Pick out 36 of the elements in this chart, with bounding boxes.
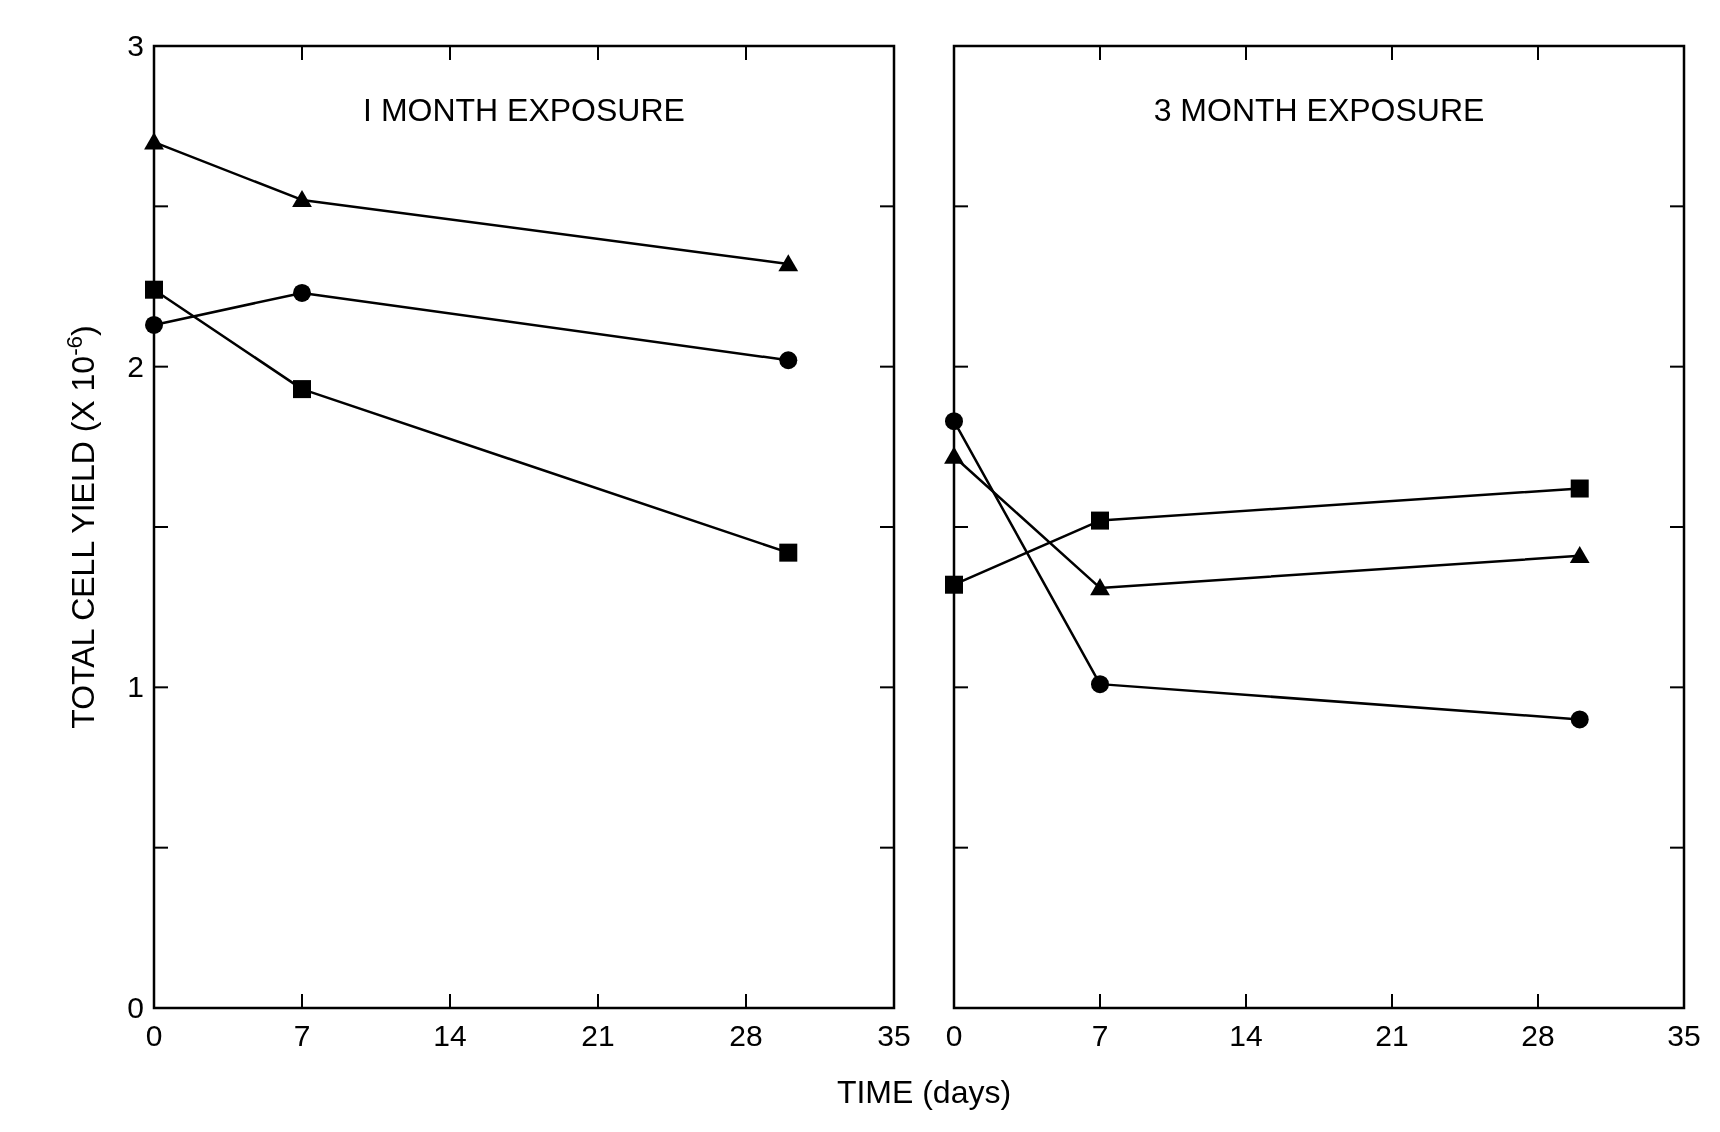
point xyxy=(778,254,799,272)
point xyxy=(1569,545,1590,564)
x-tick-label: 21 xyxy=(1375,1019,1409,1052)
point xyxy=(944,446,964,464)
point xyxy=(145,280,163,299)
point xyxy=(292,190,312,208)
text: I MONTH EXPOSURE xyxy=(363,92,685,128)
x-tick-label: 28 xyxy=(729,1019,763,1052)
text: 3 MONTH EXPOSURE xyxy=(1153,92,1485,128)
x-tick-label: 0 xyxy=(945,1019,963,1052)
point xyxy=(1090,578,1110,596)
x-tick-label: 35 xyxy=(1667,1019,1701,1052)
point xyxy=(945,412,963,431)
x-tick-label: 28 xyxy=(1521,1019,1555,1052)
point xyxy=(145,315,163,334)
point xyxy=(1091,511,1109,530)
point xyxy=(1570,479,1589,498)
point xyxy=(144,132,164,150)
y-tick-label: 2 xyxy=(127,349,144,383)
point xyxy=(945,575,963,594)
x-tick-label: 21 xyxy=(581,1019,615,1052)
y-tick-label: 1 xyxy=(127,670,144,704)
x-tick-label: 14 xyxy=(1229,1019,1263,1052)
y-tick-label: 0 xyxy=(127,991,144,1024)
point xyxy=(779,543,798,562)
y-tick-label: 3 xyxy=(127,29,144,62)
point xyxy=(293,380,311,399)
x-tick-label: 7 xyxy=(293,1019,311,1052)
point xyxy=(1570,710,1589,729)
x-tick-label: 14 xyxy=(433,1019,467,1052)
point xyxy=(1091,675,1109,694)
x-tick-label: 35 xyxy=(877,1019,911,1052)
x-tick-label: 7 xyxy=(1091,1019,1109,1052)
point xyxy=(293,283,311,302)
x-axis-title: TIME (days) xyxy=(836,1074,1012,1110)
point xyxy=(779,351,798,370)
